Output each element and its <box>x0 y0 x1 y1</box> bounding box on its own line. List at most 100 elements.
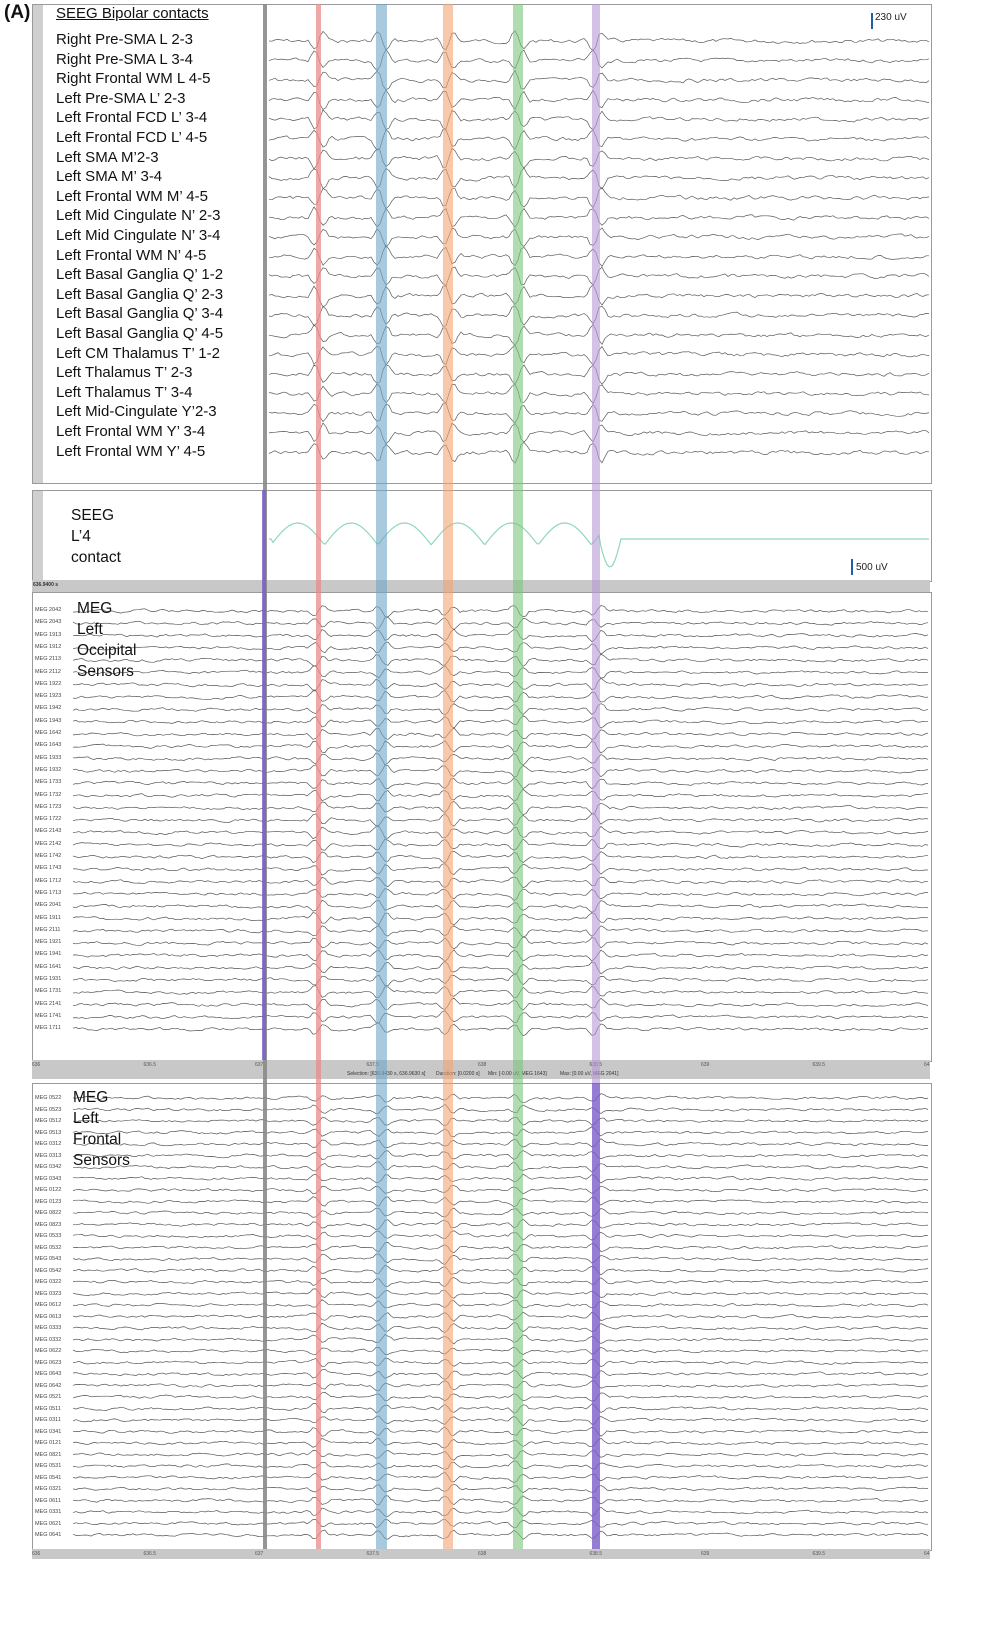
channel-label: MEG 1941 <box>35 951 62 958</box>
channel-label: MEG 2043 <box>35 619 62 626</box>
channel-trace <box>72 838 929 851</box>
channel-trace <box>72 628 929 643</box>
channel-label: MEG 1723 <box>35 803 62 810</box>
meg-occipital-traces <box>72 605 929 1037</box>
channel-label: MEG 0611 <box>35 1497 61 1504</box>
seeg-scale-label: 230 uV <box>875 12 907 23</box>
channel-trace <box>72 1150 929 1160</box>
event-marker-band <box>592 4 600 1083</box>
channel-trace <box>72 899 929 913</box>
time-tick-label: 639.5 <box>812 1551 826 1557</box>
channel-trace <box>72 752 929 766</box>
channel-trace <box>72 973 929 987</box>
scale-bar <box>851 559 853 575</box>
time-tick-label: 64 <box>924 1062 930 1068</box>
channel-label: MEG 0122 <box>35 1187 62 1193</box>
channel-trace <box>72 703 929 716</box>
event-marker-band <box>443 4 453 1549</box>
channel-trace <box>72 715 928 729</box>
channel-label: MEG 1741 <box>35 1012 62 1019</box>
max-readout: Max: [0.00 uV, MEG 2041] <box>560 1071 619 1077</box>
channel-trace <box>72 912 929 926</box>
seeg-l4-scale-label: 500 uV <box>856 562 888 573</box>
channel-label: MEG 0342 <box>35 1164 62 1170</box>
channel-label: MEG 0123 <box>35 1198 62 1205</box>
channel-label: MEG 1642 <box>35 730 62 736</box>
time-tick-label: 638.5 <box>589 1551 603 1557</box>
meg-occipital-panel: MEG 2042 MEG 2043 MEG 1913 MEG 1912 MEG 2113… <box>32 592 932 1062</box>
channel-trace <box>72 1242 929 1254</box>
channel-label: Left Frontal WM Y’ 3-4 <box>56 423 206 440</box>
channel-trace <box>72 653 929 667</box>
meg-occipital-title: MEG Left Occipital Sensors <box>77 598 136 682</box>
channel-trace <box>72 1010 928 1024</box>
channel-label: MEG 1713 <box>35 889 62 896</box>
channel-label: Left CM Thalamus T’ 1-2 <box>56 344 220 362</box>
channel-trace <box>72 813 929 827</box>
channel-trace <box>72 1022 929 1037</box>
channel-trace <box>72 1173 929 1184</box>
channel-trace <box>72 1415 929 1427</box>
channel-label: MEG 0333 <box>35 1325 62 1331</box>
channel-label: Left SMA M’ 3-4 <box>56 168 163 186</box>
channel-label: MEG 1943 <box>35 717 62 724</box>
channel-trace <box>72 740 929 754</box>
channel-label: MEG 0331 <box>35 1509 62 1515</box>
meg-frontal-title: MEG Left Frontal Sensors <box>73 1087 130 1171</box>
channel-label: MEG 1931 <box>35 976 62 982</box>
channel-label: MEG 0313 <box>35 1152 62 1159</box>
channel-label: Left Frontal FCD L’ 4-5 <box>56 129 208 146</box>
channel-trace <box>72 1437 928 1449</box>
channel-trace <box>72 985 929 999</box>
channel-label: Right Pre-SMA L 2-3 <box>56 31 193 48</box>
channel-label: MEG 0341 <box>35 1428 62 1435</box>
time-bar <box>32 580 930 592</box>
channel-trace <box>72 1116 929 1127</box>
time-tick-label: 636.5 <box>143 1062 157 1068</box>
title-line: Left <box>77 621 103 638</box>
time-tick-label: 637.5 <box>366 1062 380 1068</box>
time-tick-label: 638 <box>478 1062 487 1068</box>
channel-label: MEG 0121 <box>35 1440 62 1446</box>
channel-label: Left Basal Ganglia Q’ 4-5 <box>56 325 224 342</box>
channel-trace <box>72 677 929 691</box>
channel-label: MEG 0543 <box>35 1256 62 1262</box>
seeg-l4-title: SEEG L’4 contact <box>71 505 121 568</box>
time-axis-bar <box>32 1060 930 1079</box>
channel-trace <box>72 1196 928 1208</box>
time-tick-label: 637.5 <box>366 1551 380 1557</box>
meg-frontal-traces <box>72 1093 929 1540</box>
channel-trace <box>72 1322 929 1333</box>
channel-label: MEG 1942 <box>35 705 62 712</box>
channel-trace <box>72 605 929 618</box>
channel-trace <box>72 616 929 630</box>
channel-label: MEG 2141 <box>35 1000 62 1007</box>
channel-label: MEG 2113 <box>35 656 61 663</box>
channel-trace <box>72 1357 929 1368</box>
channel-trace <box>72 1506 929 1517</box>
channel-trace <box>72 1218 929 1230</box>
channel-label: Left Pre-SMA L’ 2-3 <box>56 89 186 107</box>
channel-trace <box>72 1460 929 1470</box>
channel-trace <box>72 888 929 902</box>
time-tick-label: 639.5 <box>812 1062 826 1068</box>
channel-label: MEG 1643 <box>35 742 62 749</box>
meg-frontal-panel: MEG 0522 MEG 0523 MEG 0512 MEG 0513 MEG 0312… <box>32 1083 932 1551</box>
channel-label: MEG 0823 <box>35 1221 62 1228</box>
channel-trace <box>72 788 928 802</box>
channel-label: Left Thalamus T’ 2-3 <box>56 364 193 382</box>
title-line: Sensors <box>73 1152 130 1169</box>
channel-label: MEG 0622 <box>35 1348 62 1354</box>
channel-label: MEG 1641 <box>35 963 62 970</box>
channel-label: MEG 1732 <box>35 791 62 798</box>
channel-label: MEG 0821 <box>35 1451 62 1458</box>
seeg-l4-panel: SEEG L’4 contact 500 uV <box>32 490 932 582</box>
channel-label: MEG 1731 <box>35 988 62 995</box>
channel-label: MEG 1912 <box>35 643 62 650</box>
channel-label: MEG 0641 <box>35 1532 62 1538</box>
channel-trace <box>72 1093 929 1104</box>
channel-trace <box>72 850 929 864</box>
channel-trace <box>72 727 929 741</box>
seeg-bipolar-panel: SEEG Bipolar contacts Right Pre-SMA L 2-… <box>32 4 932 484</box>
title-line: Frontal <box>73 1131 122 1148</box>
